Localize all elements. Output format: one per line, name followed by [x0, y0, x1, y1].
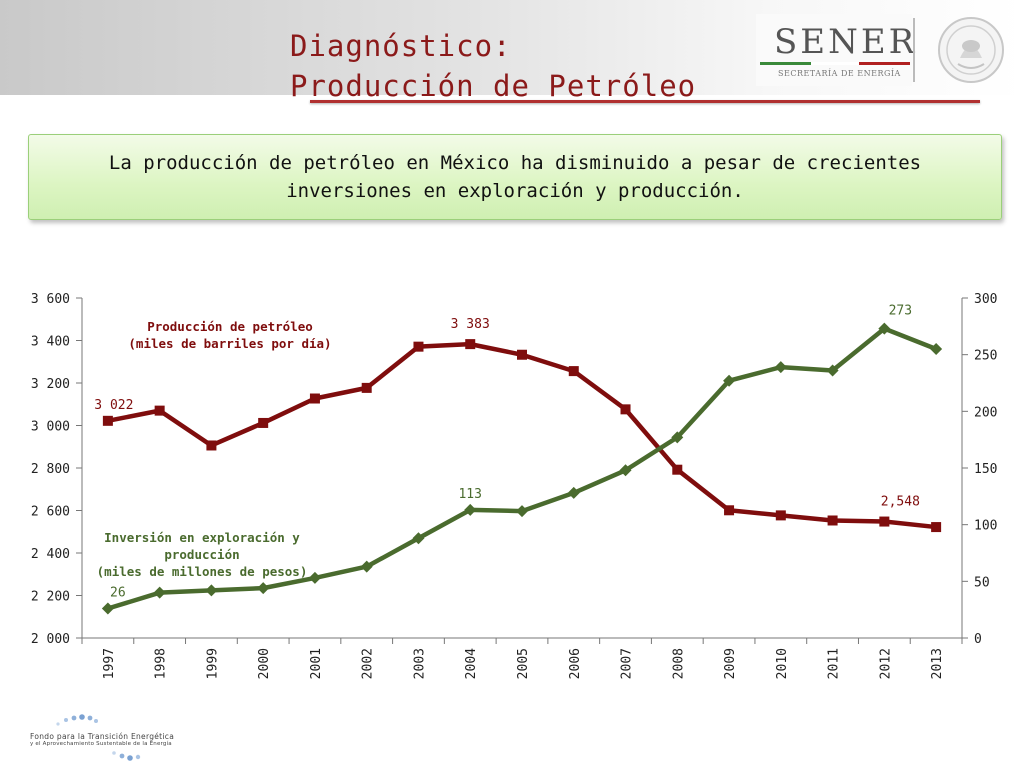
production-series-point [775, 510, 786, 521]
x-axis-tick-label: 1999 [205, 648, 220, 679]
investment-series-label: producción [164, 547, 239, 562]
data-label: 3 022 [94, 398, 133, 413]
production-series-label: (miles de barriles por día) [128, 336, 331, 351]
left-axis-tick-label: 2 200 [31, 590, 70, 605]
production-series-point [102, 415, 113, 426]
production-series-point [620, 404, 631, 415]
x-axis-tick-label: 2007 [620, 648, 635, 679]
investment-series-point [360, 560, 373, 573]
x-axis-tick-label: 2010 [775, 648, 790, 679]
left-axis-tick-label: 3 400 [31, 335, 70, 350]
investment-series-point [205, 584, 218, 597]
left-axis-tick-label: 2 000 [31, 632, 70, 647]
production-series-point [258, 417, 269, 428]
production-series-point [568, 366, 579, 377]
investment-series-point [826, 364, 839, 377]
data-label: 2,548 [881, 495, 920, 510]
x-axis-tick-label: 2002 [361, 648, 376, 679]
logo-divider [913, 18, 915, 82]
right-axis-tick-label: 0 [974, 632, 982, 647]
right-axis-tick-label: 200 [974, 405, 997, 420]
title-line-2: Producción de Petróleo [290, 69, 697, 103]
sener-logo: SENER SECRETARÍA DE ENERGÍA [756, 14, 914, 86]
investment-series-point [723, 374, 736, 387]
right-axis-tick-label: 100 [974, 519, 997, 534]
right-axis-tick-label: 50 [974, 575, 990, 590]
production-series-point [413, 341, 424, 352]
production-series-point [672, 464, 683, 475]
investment-series-point [101, 602, 114, 615]
title-line-1: Diagnóstico: [290, 29, 512, 63]
production-series-line [107, 341, 937, 530]
investment-series-point [774, 361, 787, 374]
summary-callout: La producción de petróleo en México ha d… [28, 134, 1002, 220]
production-series-point [309, 393, 320, 404]
production-series-point [361, 382, 372, 393]
page-title: Diagnóstico: Producción de Petróleo [290, 26, 696, 106]
x-axis-tick-label: 2009 [723, 648, 738, 679]
x-axis-tick-label: 2008 [671, 648, 686, 679]
summary-text: La producción de petróleo en México ha d… [108, 152, 922, 202]
x-axis-tick-label: 2006 [568, 648, 583, 679]
investment-series-label: Inversión en exploración y [104, 530, 300, 545]
left-axis-tick-label: 3 000 [31, 420, 70, 435]
investment-series-point [878, 322, 891, 335]
investment-series-point [619, 464, 632, 477]
investment-series-point [308, 571, 321, 584]
data-label: 113 [458, 487, 481, 502]
investment-series-point [257, 582, 270, 595]
x-axis-tick-label: 2011 [827, 648, 842, 679]
production-series-point [724, 505, 735, 516]
production-series-point [517, 349, 527, 360]
x-axis-tick-label: 2012 [878, 648, 893, 679]
title-underline [310, 100, 980, 103]
x-axis-tick-label: 2013 [930, 648, 945, 679]
data-label: 26 [110, 586, 126, 601]
investment-series-point [153, 586, 166, 599]
left-axis-tick-label: 2 600 [31, 505, 70, 520]
x-axis-tick-label: 2004 [464, 648, 479, 679]
investment-series-point [567, 486, 580, 499]
right-axis-tick-label: 300 [974, 292, 997, 307]
x-axis-tick-label: 2003 [412, 648, 427, 679]
left-axis-tick-label: 2 400 [31, 547, 70, 562]
production-series-label: Producción de petróleo [147, 319, 313, 334]
production-series-point [879, 516, 890, 527]
sener-logo-text: SENER [774, 22, 918, 62]
data-label: 273 [889, 304, 912, 319]
footer-org-line-2: y el Aprovechamiento Sustentable de la E… [30, 741, 172, 747]
investment-series-point [516, 505, 528, 518]
left-axis-tick-label: 3 200 [31, 377, 70, 392]
sener-logo-stripe [760, 62, 910, 65]
national-seal-icon [938, 17, 1004, 83]
sener-logo-subtext: SECRETARÍA DE ENERGÍA [778, 69, 901, 78]
left-axis-tick-label: 3 600 [31, 292, 70, 307]
investment-series-label: (miles de millones de pesos) [97, 564, 308, 579]
right-axis-tick-label: 150 [974, 462, 997, 477]
data-label: 3 383 [451, 317, 490, 332]
x-axis-tick-label: 2000 [257, 648, 272, 679]
x-axis-tick-label: 1998 [154, 648, 169, 679]
footer-logo: Fondo para la Transición Energética y el… [30, 712, 230, 766]
production-series-point [827, 515, 838, 526]
x-axis-tick-label: 1997 [102, 648, 117, 679]
investment-series-point [412, 532, 425, 545]
production-series-point [154, 405, 165, 416]
production-series-point [206, 440, 217, 451]
investment-series-point [464, 503, 477, 516]
dots-logo-icon [56, 714, 141, 761]
investment-series-point [671, 431, 684, 444]
footer-org-line-1: Fondo para la Transición Energética [30, 732, 175, 741]
left-axis-tick-label: 2 800 [31, 462, 70, 477]
production-series-point [465, 339, 476, 350]
x-axis-tick-label: 2005 [516, 648, 531, 679]
right-axis-tick-label: 250 [974, 349, 997, 364]
production-series-point [931, 522, 942, 533]
x-axis-tick-label: 2001 [309, 648, 324, 679]
production-investment-chart: 2 000 2 200 2 400 2 600 2 800 3 000 3 200 3 400… [31, 292, 998, 679]
investment-series-point [930, 343, 943, 355]
